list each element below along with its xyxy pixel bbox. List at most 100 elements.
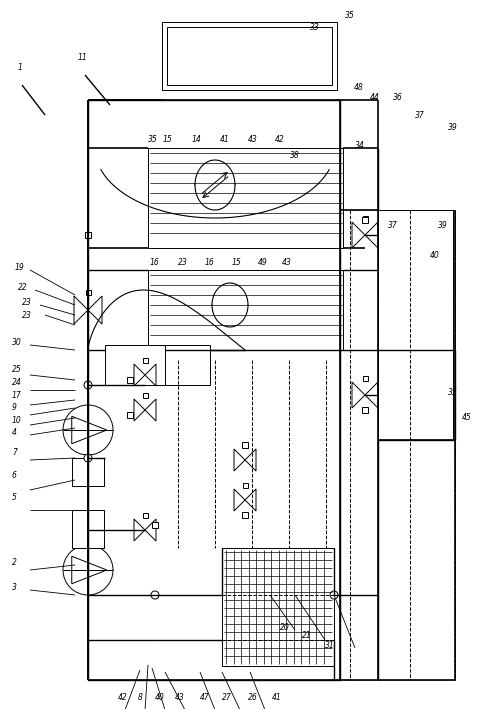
Text: 2: 2	[12, 558, 17, 567]
Polygon shape	[88, 296, 102, 324]
Text: 11: 11	[78, 53, 88, 62]
Polygon shape	[352, 222, 365, 248]
Text: 24: 24	[12, 378, 22, 387]
Circle shape	[330, 591, 338, 599]
Text: 34: 34	[355, 141, 365, 150]
Text: 44: 44	[370, 93, 380, 102]
Bar	[88, 100, 340, 680]
Bar	[85, 289, 90, 294]
Polygon shape	[234, 449, 245, 471]
Text: 30: 30	[12, 338, 22, 347]
Text: 37: 37	[415, 111, 425, 120]
Text: 10: 10	[12, 416, 22, 425]
Polygon shape	[145, 364, 156, 386]
Bar	[363, 376, 367, 381]
Circle shape	[63, 405, 113, 455]
Bar	[167, 27, 332, 85]
Polygon shape	[134, 399, 145, 421]
Polygon shape	[245, 449, 256, 471]
Bar	[85, 232, 91, 238]
Circle shape	[84, 381, 92, 389]
Polygon shape	[145, 519, 156, 541]
Text: 43: 43	[248, 135, 258, 144]
Bar	[362, 217, 368, 223]
Bar	[363, 216, 367, 220]
Text: 5: 5	[12, 493, 17, 502]
Text: 45: 45	[462, 413, 472, 422]
Text: 9: 9	[12, 403, 17, 412]
Text: 38: 38	[290, 151, 300, 160]
Polygon shape	[365, 382, 378, 408]
Text: 33: 33	[310, 23, 320, 32]
Text: 35: 35	[448, 388, 458, 397]
Bar	[340, 210, 455, 680]
Circle shape	[84, 454, 92, 462]
Text: 23: 23	[22, 311, 32, 320]
Bar	[148, 148, 343, 248]
Text: 49: 49	[258, 258, 268, 267]
Polygon shape	[72, 416, 107, 444]
Text: 26: 26	[248, 693, 258, 702]
Text: 3: 3	[12, 583, 17, 592]
Text: 41: 41	[272, 693, 282, 702]
Text: 27: 27	[222, 693, 232, 702]
Text: 35: 35	[345, 11, 355, 20]
Text: 17: 17	[12, 391, 22, 400]
Text: 1: 1	[18, 63, 23, 72]
Text: 42: 42	[118, 693, 128, 702]
Bar	[243, 442, 247, 447]
Text: 43: 43	[282, 258, 292, 267]
Text: 39: 39	[438, 221, 448, 230]
Text: 15: 15	[232, 258, 242, 267]
Text: 23: 23	[22, 298, 32, 307]
Bar	[142, 513, 147, 518]
Text: 7: 7	[12, 448, 17, 457]
Bar	[162, 22, 337, 90]
Text: 31: 31	[325, 641, 335, 650]
Polygon shape	[145, 399, 156, 421]
Text: 41: 41	[220, 135, 230, 144]
Bar	[72, 510, 104, 548]
Bar	[222, 548, 334, 666]
Text: 14: 14	[192, 135, 202, 144]
Text: 40: 40	[155, 693, 165, 702]
Bar	[243, 483, 247, 488]
Circle shape	[151, 591, 159, 599]
Bar	[152, 522, 158, 528]
Text: 40: 40	[430, 251, 440, 260]
Bar	[127, 412, 133, 418]
Text: 4: 4	[12, 428, 17, 437]
Text: 23: 23	[178, 258, 188, 267]
Text: 47: 47	[200, 693, 210, 702]
Bar	[165, 345, 210, 385]
Bar	[242, 512, 248, 518]
Bar	[378, 210, 453, 440]
Bar	[105, 345, 165, 385]
Polygon shape	[365, 222, 378, 248]
Bar	[72, 458, 104, 486]
Text: 21: 21	[302, 631, 312, 640]
Bar	[142, 357, 147, 362]
Text: 6: 6	[12, 471, 17, 480]
Text: 25: 25	[12, 365, 22, 374]
Text: 16: 16	[150, 258, 160, 267]
Polygon shape	[134, 364, 145, 386]
Bar	[142, 393, 147, 398]
Text: 8: 8	[138, 693, 143, 702]
Polygon shape	[134, 519, 145, 541]
Text: 36: 36	[393, 93, 403, 102]
Polygon shape	[74, 296, 88, 324]
Text: 19: 19	[15, 263, 25, 272]
Text: 35: 35	[148, 135, 158, 144]
Text: 39: 39	[448, 123, 458, 132]
Polygon shape	[234, 489, 245, 511]
Text: 16: 16	[205, 258, 215, 267]
Polygon shape	[352, 382, 365, 408]
Polygon shape	[245, 489, 256, 511]
Text: 22: 22	[18, 283, 28, 292]
Text: 43: 43	[175, 693, 185, 702]
Bar	[242, 442, 248, 448]
Bar	[127, 377, 133, 383]
Bar	[88, 100, 340, 680]
Text: 15: 15	[163, 135, 173, 144]
